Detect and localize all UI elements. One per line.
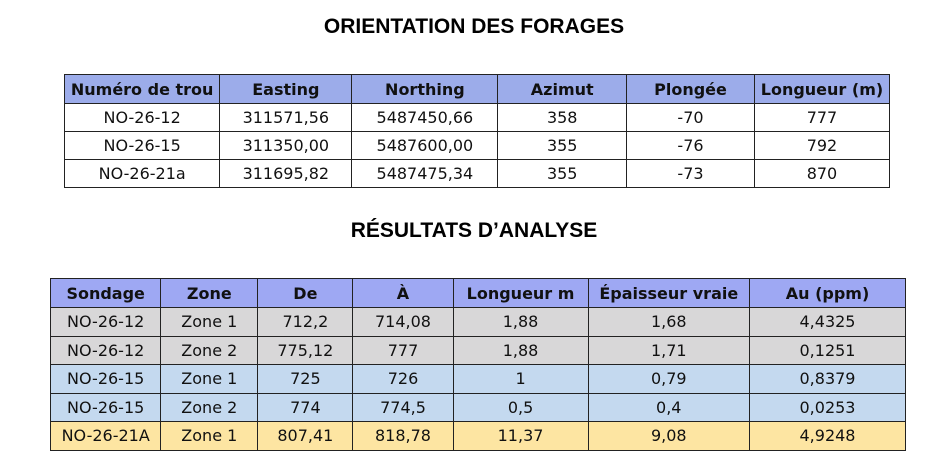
cell: 870 bbox=[753, 159, 891, 188]
drill-table: Numéro de trou Easting Northing Azimut Plong… bbox=[63, 74, 891, 188]
header-cell: Longueur (m) bbox=[753, 74, 891, 104]
header-row: Sondage Zone De À Longueur m Épaisseur vraie A… bbox=[49, 278, 906, 308]
cell: 1,68 bbox=[587, 307, 751, 337]
cell: 0,4 bbox=[587, 392, 751, 422]
cell: 725 bbox=[257, 364, 354, 394]
cell: 714,08 bbox=[352, 307, 454, 337]
cell: -70 bbox=[626, 103, 755, 132]
cell: 0,79 bbox=[587, 364, 751, 394]
cell: 1,88 bbox=[452, 335, 589, 365]
cell: Zone 1 bbox=[160, 364, 259, 394]
cell: NO-26-21A bbox=[49, 421, 162, 451]
results-table: Sondage Zone De À Longueur m Épaisseur vraie A… bbox=[49, 278, 906, 451]
cell: 774,5 bbox=[352, 392, 454, 422]
cell: -73 bbox=[626, 159, 755, 188]
cell: 774 bbox=[257, 392, 354, 422]
row: NO-26-15 Zone 1 725 726 1 0,79 0,8379 bbox=[49, 364, 906, 394]
cell: 0,0253 bbox=[749, 392, 906, 422]
cell: 0,1251 bbox=[749, 335, 906, 365]
cell: 9,08 bbox=[587, 421, 751, 451]
cell: NO-26-12 bbox=[63, 103, 221, 132]
cell: NO-26-21a bbox=[63, 159, 221, 188]
section-title: ORIENTATION DES FORAGES bbox=[323, 15, 625, 38]
cell: 311695,82 bbox=[219, 159, 353, 188]
cell: 807,41 bbox=[257, 421, 354, 451]
cell: 355 bbox=[497, 131, 628, 160]
section-title: RÉSULTATS D’ANALYSE bbox=[350, 219, 598, 242]
cell: NO-26-12 bbox=[49, 335, 162, 365]
cell: 11,37 bbox=[452, 421, 589, 451]
cell: Zone 1 bbox=[160, 421, 259, 451]
cell: 311571,56 bbox=[219, 103, 353, 132]
cell: 777 bbox=[753, 103, 891, 132]
cell: 818,78 bbox=[352, 421, 454, 451]
header-cell: Sondage bbox=[49, 278, 162, 308]
cell: NO-26-15 bbox=[49, 392, 162, 422]
cell: 777 bbox=[352, 335, 454, 365]
row: NO-26-21a 311695,82 5487475,34 355 -73 870 bbox=[63, 159, 891, 188]
cell: 5487600,00 bbox=[351, 131, 499, 160]
header-cell: Numéro de trou bbox=[63, 74, 221, 104]
row: NO-26-15 Zone 2 774 774,5 0,5 0,4 0,0253 bbox=[49, 392, 906, 422]
header-cell: Azimut bbox=[497, 74, 628, 104]
cell: 712,2 bbox=[257, 307, 354, 337]
cell: 1,88 bbox=[452, 307, 589, 337]
header-cell: Au (ppm) bbox=[749, 278, 906, 308]
cell: 4,9248 bbox=[749, 421, 906, 451]
cell: 775,12 bbox=[257, 335, 354, 365]
header-cell: Easting bbox=[219, 74, 353, 104]
cell: 792 bbox=[753, 131, 891, 160]
cell: 726 bbox=[352, 364, 454, 394]
cell: 4,4325 bbox=[749, 307, 906, 337]
cell: -76 bbox=[626, 131, 755, 160]
header-cell: Longueur m bbox=[452, 278, 589, 308]
row: NO-26-12 Zone 1 712,2 714,08 1,88 1,68 4,4325 bbox=[49, 307, 906, 337]
header-cell: Épaisseur vraie bbox=[587, 278, 751, 308]
cell: 0,5 bbox=[452, 392, 589, 422]
row: NO-26-15 311350,00 5487600,00 355 -76 792 bbox=[63, 131, 891, 160]
cell: 0,8379 bbox=[749, 364, 906, 394]
cell: 355 bbox=[497, 159, 628, 188]
row: NO-26-12 311571,56 5487450,66 358 -70 777 bbox=[63, 103, 891, 132]
cell: Zone 2 bbox=[160, 392, 259, 422]
header-cell: À bbox=[352, 278, 454, 308]
row: NO-26-12 Zone 2 775,12 777 1,88 1,71 0,1251 bbox=[49, 335, 906, 365]
row: NO-26-21A Zone 1 807,41 818,78 11,37 9,08 4,92… bbox=[49, 421, 906, 451]
cell: 358 bbox=[497, 103, 628, 132]
cell: Zone 1 bbox=[160, 307, 259, 337]
cell: NO-26-12 bbox=[49, 307, 162, 337]
cell: NO-26-15 bbox=[49, 364, 162, 394]
cell: 1 bbox=[452, 364, 589, 394]
cell: NO-26-15 bbox=[63, 131, 221, 160]
cell: 311350,00 bbox=[219, 131, 353, 160]
cell: Zone 2 bbox=[160, 335, 259, 365]
header-row: Numéro de trou Easting Northing Azimut Plong… bbox=[63, 74, 891, 104]
header-cell: Plongée bbox=[626, 74, 755, 104]
cell: 1,71 bbox=[587, 335, 751, 365]
header-cell: De bbox=[257, 278, 354, 308]
header-cell: Zone bbox=[160, 278, 259, 308]
cell: 5487475,34 bbox=[351, 159, 499, 188]
header-cell: Northing bbox=[351, 74, 499, 104]
cell: 5487450,66 bbox=[351, 103, 499, 132]
